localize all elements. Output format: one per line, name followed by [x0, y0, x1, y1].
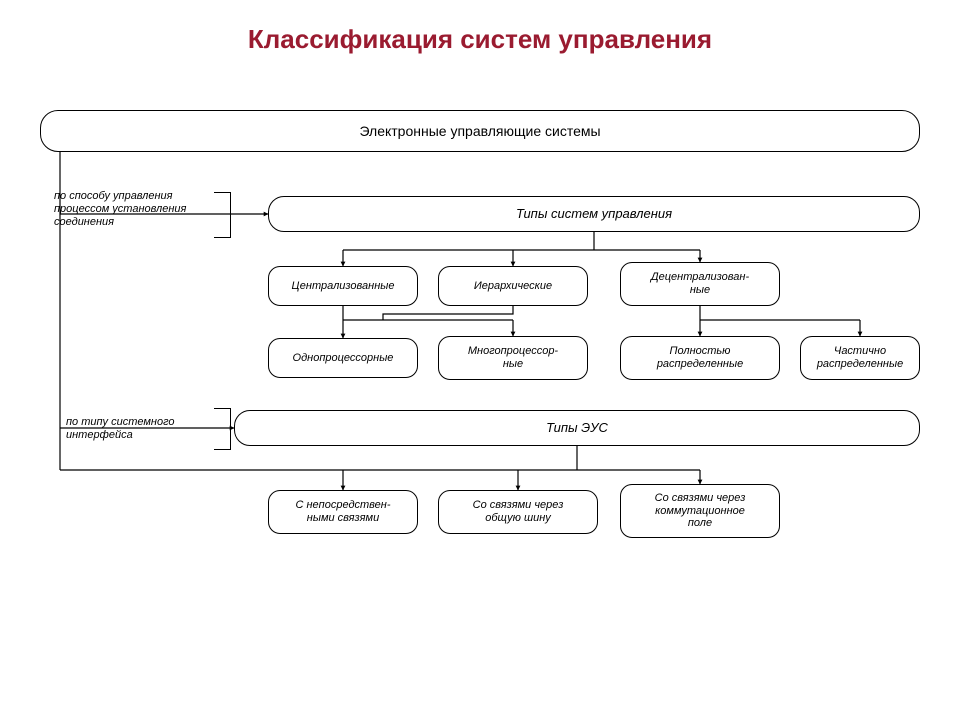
side-label-sl2: по типу системногоинтерфейса — [66, 416, 216, 442]
node-partial: Частичнораспределенные — [800, 336, 920, 380]
node-hier: Иерархические — [438, 266, 588, 306]
node-field: Со связями черезкоммутационноеполе — [620, 484, 780, 538]
node-row2_header: Типы ЭУС — [234, 410, 920, 446]
node-full: Полностьюраспределенные — [620, 336, 780, 380]
bracket-b2 — [214, 408, 231, 450]
node-root: Электронные управляющие системы — [40, 110, 920, 152]
node-direct: С непосредствен-ными связями — [268, 490, 418, 534]
node-uni: Однопроцессорные — [268, 338, 418, 378]
node-central: Централизованные — [268, 266, 418, 306]
node-row1_header: Типы систем управления — [268, 196, 920, 232]
side-label-sl1: по способу управленияпроцессом установле… — [54, 190, 214, 230]
page-title: Классификация систем управления — [0, 24, 960, 55]
node-decentr: Децентрализован-ные — [620, 262, 780, 306]
node-bus: Со связями черезобщую шину — [438, 490, 598, 534]
node-multi: Многопроцессор-ные — [438, 336, 588, 380]
bracket-b1 — [214, 192, 231, 238]
